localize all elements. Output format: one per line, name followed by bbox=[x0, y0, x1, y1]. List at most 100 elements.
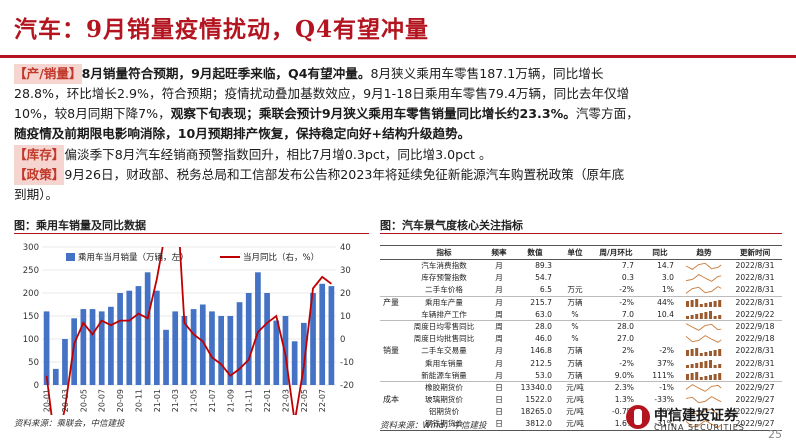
kpi-date-cell: 2022/9/18 bbox=[735, 334, 775, 344]
kpi-yoy-cell: 14.7 bbox=[657, 261, 674, 271]
paragraph-inventory: 【库存】偏淡季下8月汽车经销商预警指数回升，相比7月增0.3pct，同比增3.0… bbox=[14, 145, 784, 165]
kpi-trend-cell bbox=[680, 260, 728, 272]
trend-bar bbox=[704, 376, 708, 381]
kpi-value-cell: 212.5 bbox=[530, 358, 552, 368]
trend-bar bbox=[704, 361, 708, 369]
trend-bar bbox=[709, 350, 712, 356]
kpi-group-cell bbox=[380, 380, 402, 394]
trend-bar bbox=[695, 363, 699, 369]
kpi-unit-cell: % bbox=[558, 319, 592, 333]
y-right-tick-label: 40 bbox=[340, 243, 351, 253]
y-right-tick-label: 30 bbox=[340, 266, 351, 276]
sales-bar bbox=[172, 311, 179, 385]
trend-bar bbox=[686, 316, 689, 320]
kpi-indicator-cell: 钢铁期货价 bbox=[402, 417, 486, 431]
para2-text: 偏淡季下8月汽车经销商预警指数回升，相比7月增0.3pct，同比增3.0pct … bbox=[64, 147, 492, 162]
kpi-frequency-cell: 月 bbox=[495, 370, 503, 380]
trend-bar bbox=[686, 349, 689, 356]
trend-bar bbox=[718, 300, 722, 308]
kpi-unit-cell: 元/吨 bbox=[566, 395, 584, 405]
trend-bar bbox=[695, 347, 699, 356]
kpi-yoy-cell: -1% bbox=[640, 380, 680, 394]
trend-line bbox=[685, 262, 722, 270]
kpi-group-cell bbox=[380, 284, 402, 296]
kpi-value-cell: 1522.0 bbox=[525, 395, 552, 405]
trend-sparkline-icon bbox=[685, 334, 722, 343]
x-tick-label: 21-09 bbox=[226, 389, 235, 412]
kpi-table-row: 周度日均批售同比 周 46.0% 27.0 2022/9/18 bbox=[380, 333, 782, 345]
trend-line bbox=[685, 395, 722, 403]
kpi-unit-cell: 万辆 bbox=[567, 370, 583, 380]
kpi-header-cell: 单位 bbox=[558, 245, 592, 260]
y-left-tick-label: 250 bbox=[23, 266, 39, 276]
kpi-date-cell: 2022/8/31 bbox=[735, 261, 775, 271]
kpi-unit-cell: 元/吨 bbox=[558, 380, 592, 394]
kpi-header-cell: 数值 bbox=[512, 245, 558, 260]
sales-chart: 0 50 100 150 200 250 300 -20 -10 0 10 20 30 40 20-01 20… bbox=[23, 243, 354, 415]
kpi-date-cell: 2022/8/31 bbox=[735, 273, 775, 283]
kpi-value-cell: 89.3 bbox=[535, 261, 552, 271]
trend-bar bbox=[718, 348, 722, 356]
kpi-date-cell: 2022/9/22 bbox=[735, 309, 775, 319]
legend-swatch-bar bbox=[66, 253, 75, 261]
kpi-mom-cell: 9.0% bbox=[614, 370, 634, 380]
kpi-group-cell: 成本 bbox=[383, 395, 399, 405]
trend-line bbox=[685, 419, 722, 428]
kpi-yoy-cell: 44% bbox=[640, 295, 680, 309]
kpi-unit-cell: 万辆 bbox=[567, 358, 583, 368]
kpi-group-cell bbox=[380, 417, 402, 431]
x-tick-label: 21-07 bbox=[208, 389, 217, 412]
kpi-yoy-cell: 3.0 bbox=[661, 273, 674, 283]
trend-bar bbox=[686, 365, 689, 369]
kpi-date-cell: 2022/8/31 bbox=[735, 358, 775, 368]
y-left-tick-label: 100 bbox=[23, 335, 39, 345]
kpi-frequency-cell: 月 bbox=[495, 358, 503, 368]
kpi-indicator-cell: 库存预警指数 bbox=[421, 273, 467, 283]
kpi-trend-cell bbox=[680, 319, 728, 333]
x-tick-label: 20-07 bbox=[98, 389, 107, 412]
sales-bar bbox=[273, 320, 280, 385]
y-left-tick-label: 0 bbox=[34, 381, 39, 391]
para3-text1: 9月26日，财政部、税务总局和工信部发布公告称2023年将延续免征新能源汽车购置… bbox=[64, 167, 625, 182]
para1-line2: 28.8%，环比增长2.9%，符合预期；疫情扰动叠加基数效应，9月1-18日乘用… bbox=[14, 86, 630, 101]
trend-bar bbox=[699, 304, 703, 308]
y-left-tick-label: 150 bbox=[23, 312, 39, 322]
kpi-frequency-cell: 日 bbox=[486, 380, 512, 394]
kpi-table-row: 二手车价格 月 6.5 万元 -2% 1% 2022/8/31 bbox=[380, 284, 782, 296]
kpi-trend-cell bbox=[680, 406, 728, 418]
kpi-indicator-cell: 二手车价格 bbox=[425, 285, 463, 295]
x-tick-label: 20-09 bbox=[116, 389, 125, 412]
kpi-table-row: 销量 二手车交易量 月 146.8 万辆 2% -2% 2022/8/31 bbox=[380, 345, 782, 357]
kpi-group-cell bbox=[380, 357, 402, 369]
trend-sparkline-icon bbox=[685, 408, 722, 416]
para1-line3: 10%，较8月同期下降7%，观察下旬表现；乘联会预计9月狭义乘用车零售销量同比增… bbox=[14, 104, 784, 124]
kpi-frequency-cell: 月 bbox=[495, 273, 503, 283]
sales-bar bbox=[319, 283, 326, 385]
kpi-trend-cell bbox=[680, 308, 728, 320]
sales-bar bbox=[71, 318, 78, 385]
kpi-yoy-cell bbox=[640, 333, 680, 345]
kpi-group-cell bbox=[380, 272, 402, 284]
kpi-value-cell: 146.8 bbox=[530, 346, 552, 356]
trend-bar bbox=[695, 299, 699, 308]
kpi-yoy-cell: 37% bbox=[657, 358, 674, 368]
kpi-table-header: 指标 频率 数值 单位 周/月环比 同比 趋势 更新时间 bbox=[380, 245, 782, 260]
kpi-mom-cell: 0.3 bbox=[621, 273, 634, 283]
title-divider bbox=[0, 55, 796, 58]
trend-bar bbox=[690, 300, 694, 308]
kpi-value-cell: 215.7 bbox=[512, 295, 558, 309]
kpi-table-row: 库存预警指数 月 54.7 0.3 3.0 2022/8/31 bbox=[380, 272, 782, 284]
kpi-frequency-cell: 日 bbox=[486, 417, 512, 431]
kpi-header-cell: 频率 bbox=[486, 245, 512, 260]
kpi-mom-cell: 2.3% bbox=[592, 380, 640, 394]
trend-line bbox=[685, 383, 722, 392]
sales-bar bbox=[310, 293, 316, 385]
sales-bar bbox=[209, 311, 215, 385]
x-tick-label: 20-11 bbox=[134, 389, 143, 412]
kpi-value-cell: 53.0 bbox=[535, 370, 552, 380]
kpi-yoy-cell: -31% bbox=[640, 417, 680, 431]
tag-production-sales: 【产/销量】 bbox=[14, 64, 82, 84]
y-right-tick-label: 0 bbox=[340, 335, 345, 345]
x-tick-label: 22-07 bbox=[318, 389, 327, 412]
kpi-indicator-cell: 乘用车产量 bbox=[402, 295, 486, 309]
